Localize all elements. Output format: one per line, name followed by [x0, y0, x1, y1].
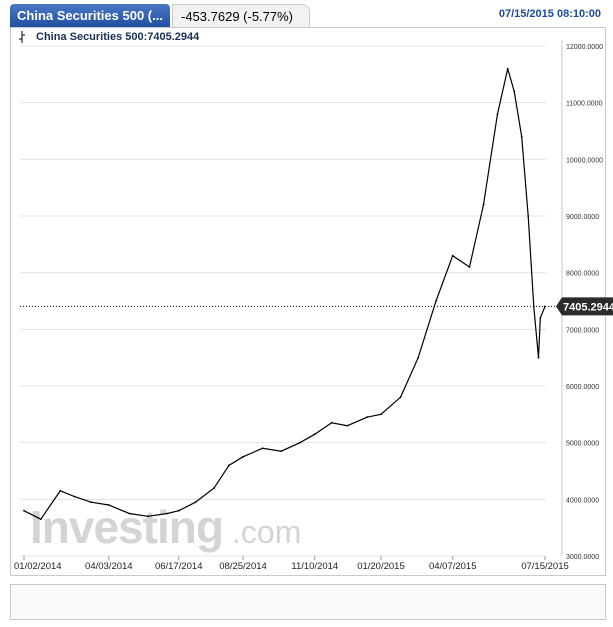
data-point [177, 509, 180, 512]
data-point [299, 441, 301, 444]
y-tick-label: 5000.0000 [566, 441, 599, 448]
x-tick-label: 01/02/2014 [14, 561, 62, 572]
price-change: -453.7629 (-5.77%) [172, 4, 310, 28]
y-tick-label: 12000.0000 [566, 44, 603, 51]
data-point [468, 266, 471, 268]
data-point [194, 501, 197, 504]
data-point [107, 504, 110, 506]
y-tick-label: 8000.0000 [566, 271, 599, 278]
data-point [261, 447, 264, 450]
y-tick-label: 6000.0000 [566, 384, 599, 391]
data-point [228, 464, 230, 467]
data-point [242, 455, 244, 458]
time-navigator[interactable] [10, 584, 606, 620]
timestamp: 07/15/2015 08:10:00 [498, 8, 601, 20]
data-point [346, 424, 349, 427]
y-tick-label: 11000.0000 [566, 101, 603, 108]
data-point [513, 90, 516, 93]
watermark-logo: Investing [30, 501, 223, 553]
data-point [496, 113, 499, 115]
plot-background [20, 46, 546, 556]
data-point [39, 518, 42, 521]
data-point [399, 396, 402, 399]
data-point [417, 356, 420, 359]
data-point [90, 501, 92, 504]
data-point [213, 487, 216, 489]
data-point [366, 416, 368, 419]
data-point [539, 317, 542, 319]
x-tick-label: 04/07/2015 [429, 561, 477, 572]
y-tick-label: 3000.0000 [566, 554, 599, 561]
y-tick-label: 9000.0000 [566, 214, 599, 221]
last-value-tag: 7405.2944 [556, 297, 613, 316]
data-point [59, 489, 62, 492]
x-tick-label: 07/15/2015 [521, 561, 569, 572]
y-tick-label: 7000.0000 [566, 327, 599, 334]
last-value-label: 7405.2944 [563, 301, 613, 313]
legend-label: China Securities 500:7405.2944 [36, 31, 200, 43]
instrument-tab[interactable]: China Securities 500 (... [10, 4, 170, 28]
data-point [166, 512, 169, 515]
data-point [128, 512, 131, 515]
x-tick-label: 08/25/2014 [219, 561, 267, 572]
data-point [451, 254, 454, 257]
data-point [147, 515, 149, 518]
x-tick-label: 01/20/2015 [357, 561, 405, 572]
x-tick-label: 04/03/2014 [85, 561, 133, 572]
data-point [482, 203, 485, 206]
header-divider [10, 27, 606, 28]
data-point [537, 356, 540, 359]
x-tick-label: 06/17/2014 [155, 561, 203, 572]
data-point [380, 413, 382, 416]
candlestick-icon [19, 31, 25, 43]
watermark-suffix: .com [232, 514, 301, 550]
data-point [330, 421, 333, 424]
data-point [23, 509, 25, 512]
y-tick-label: 10000.0000 [566, 157, 603, 164]
data-point [506, 67, 509, 70]
data-point [280, 450, 283, 453]
data-point [435, 300, 437, 302]
x-tick-label: 11/10/2014 [291, 561, 338, 572]
data-point [313, 433, 316, 436]
data-point [520, 135, 523, 138]
y-tick-label: 4000.0000 [566, 497, 599, 504]
data-point [527, 215, 530, 217]
data-point [73, 495, 76, 498]
last-value-tag-bg [556, 297, 613, 316]
